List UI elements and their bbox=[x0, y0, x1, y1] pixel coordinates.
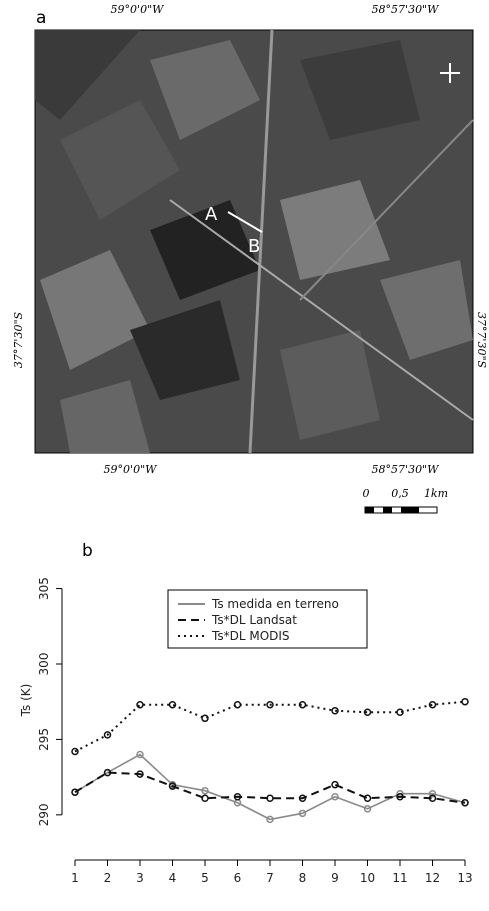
lon-label: 58°57'30"W bbox=[372, 3, 441, 16]
scale-label: 1km bbox=[424, 487, 448, 500]
x-tick-label: 4 bbox=[169, 871, 177, 885]
x-tick-label: 9 bbox=[331, 871, 339, 885]
y-tick-label: 300 bbox=[37, 653, 51, 676]
satellite-image: A B bbox=[35, 30, 473, 453]
panel-label: a bbox=[36, 8, 46, 28]
panel-label: b bbox=[82, 541, 93, 561]
figure: a 59°0'0"W 58°57'30"W 59°0'0"W 58°57'30"… bbox=[0, 0, 489, 911]
x-tick-label: 10 bbox=[360, 871, 375, 885]
lat-label: 37°7'30"S bbox=[475, 312, 488, 369]
scale-label: 0,5 bbox=[391, 487, 409, 500]
x-tick-label: 11 bbox=[392, 871, 407, 885]
lon-label: 58°57'30"W bbox=[372, 463, 441, 476]
x-tick-label: 8 bbox=[299, 871, 307, 885]
y-tick-label: 305 bbox=[37, 577, 51, 600]
lon-label: 59°0'0"W bbox=[111, 3, 166, 16]
y-tick-label: 295 bbox=[37, 728, 51, 751]
y-axis-label: Ts (K) bbox=[19, 684, 33, 718]
x-tick-label: 12 bbox=[425, 871, 440, 885]
legend-label: Ts*DL Landsat bbox=[211, 613, 297, 627]
point bbox=[462, 699, 468, 705]
lon-label: 59°0'0"W bbox=[104, 463, 159, 476]
series-line bbox=[75, 773, 465, 803]
point bbox=[137, 702, 143, 708]
scale-bar bbox=[365, 507, 437, 513]
point-label: A bbox=[205, 204, 218, 225]
scale-block bbox=[401, 507, 419, 513]
y-tick-label: 290 bbox=[37, 803, 51, 826]
lat-label: 37°7'30"S bbox=[12, 311, 25, 368]
scale-block bbox=[365, 507, 374, 513]
x-tick-label: 2 bbox=[104, 871, 112, 885]
legend-label: Ts*DL MODIS bbox=[211, 629, 290, 643]
legend: Ts medida en terreno Ts*DL Landsat Ts*DL M… bbox=[168, 590, 367, 648]
legend-label: Ts medida en terreno bbox=[211, 597, 339, 611]
scale-label: 0 bbox=[363, 487, 370, 500]
x-tick-label: 3 bbox=[136, 871, 144, 885]
series-line bbox=[75, 754, 465, 819]
x-tick-label: 7 bbox=[266, 871, 274, 885]
x-tick-label: 6 bbox=[234, 871, 242, 885]
point-label: B bbox=[248, 236, 260, 257]
x-tick-label: 13 bbox=[457, 871, 472, 885]
scale-block bbox=[383, 507, 392, 513]
x-tick-label: 5 bbox=[201, 871, 209, 885]
x-tick-label: 1 bbox=[71, 871, 79, 885]
series-line bbox=[75, 702, 465, 752]
